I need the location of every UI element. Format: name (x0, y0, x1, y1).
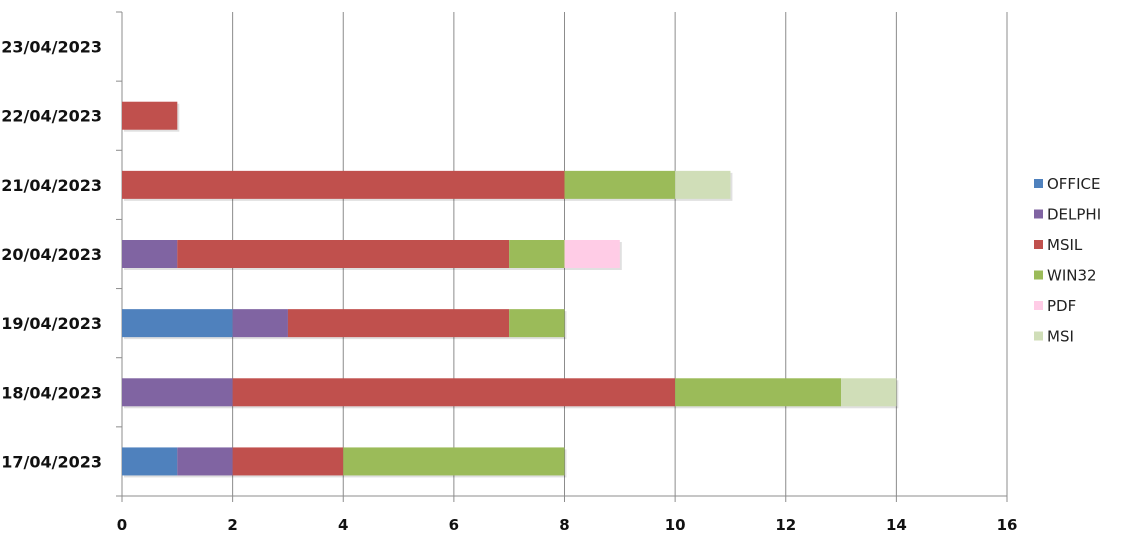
category-label: 19/04/2023 (1, 314, 102, 333)
bar-msil-20/04/2023 (177, 240, 510, 268)
bar-win32-21/04/2023 (564, 170, 676, 199)
x-tick-label: 0 (117, 516, 127, 534)
bar-delphi-20/04/2023 (122, 240, 178, 268)
category-label: 22/04/2023 (1, 107, 102, 126)
legend-swatch-delphi (1034, 209, 1043, 219)
bar-win32-20/04/2023 (509, 240, 565, 268)
legend-swatch-msil (1034, 240, 1043, 249)
x-tick-label: 12 (775, 516, 796, 534)
bar-win32-19/04/2023 (509, 309, 565, 338)
legend-label-delphi: DELPHI (1047, 206, 1101, 224)
category-label: 23/04/2023 (1, 38, 102, 57)
bar-win32-17/04/2023 (343, 447, 565, 476)
x-tick-label: 6 (449, 516, 459, 534)
category-label: 18/04/2023 (1, 383, 102, 402)
bar-msil-19/04/2023 (287, 309, 510, 338)
bar-msil-17/04/2023 (232, 447, 344, 476)
legend-swatch-office (1034, 179, 1043, 188)
legend-swatch-msi (1034, 331, 1043, 341)
legend-swatch-win32 (1034, 270, 1043, 280)
bar-win32-18/04/2023 (675, 378, 842, 407)
x-tick-label: 10 (665, 516, 686, 534)
legend-label-msi: MSI (1047, 328, 1074, 346)
x-tick-label: 8 (559, 516, 569, 534)
bar-delphi-18/04/2023 (122, 378, 233, 407)
bar-msil-22/04/2023 (122, 101, 178, 130)
legend-label-win32: WIN32 (1047, 267, 1097, 285)
x-tick-label: 4 (338, 516, 348, 534)
bar-msil-18/04/2023 (232, 378, 676, 407)
bar-office-17/04/2023 (122, 447, 178, 476)
bar-msil-21/04/2023 (122, 170, 565, 199)
category-label: 21/04/2023 (1, 176, 102, 195)
x-tick-label: 2 (227, 516, 237, 534)
category-label: 17/04/2023 (1, 452, 102, 471)
bar-delphi-19/04/2023 (232, 309, 288, 338)
bar-msi-18/04/2023 (841, 378, 897, 407)
bar-office-19/04/2023 (122, 309, 233, 338)
legend-label-msil: MSIL (1047, 236, 1083, 254)
x-tick-label: 14 (886, 516, 907, 534)
legend-swatch-pdf (1034, 301, 1043, 310)
category-label: 20/04/2023 (1, 245, 102, 264)
legend-label-office: OFFICE (1047, 175, 1100, 193)
bar-pdf-20/04/2023 (564, 240, 620, 268)
x-tick-label: 16 (997, 516, 1018, 534)
legend-label-pdf: PDF (1047, 297, 1076, 315)
bar-delphi-17/04/2023 (177, 447, 233, 476)
bar-msi-21/04/2023 (675, 170, 731, 199)
